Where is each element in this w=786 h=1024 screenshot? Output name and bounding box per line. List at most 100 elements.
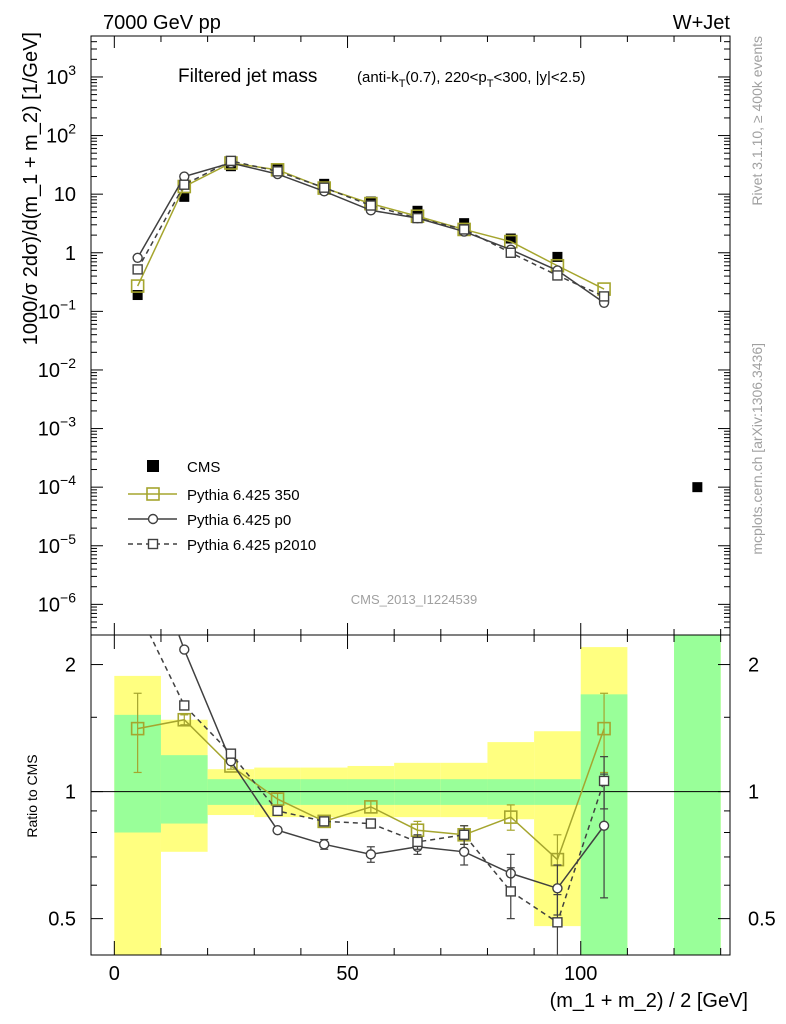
main-y-tick-label: 10−5 <box>38 531 76 558</box>
analysis-id-label: CMS_2013_I1224539 <box>351 592 478 607</box>
ratio-series-point <box>133 520 142 529</box>
legend-label: CMS <box>187 459 220 476</box>
main-y-tick-label: 10−1 <box>38 296 76 323</box>
subtitle-part-2: (0.7), 220<p <box>405 69 486 86</box>
series-point <box>458 224 470 235</box>
series-point <box>179 179 190 190</box>
cms-data-point <box>179 191 190 202</box>
series-line <box>136 162 605 290</box>
ratio-y-tick-label-right: 1 <box>748 782 759 804</box>
legend-marker <box>147 513 159 525</box>
ratio-y-tick-label: 1 <box>65 782 76 804</box>
header-right-label: W+Jet <box>673 12 731 34</box>
series-3 <box>132 155 610 302</box>
series-point <box>225 155 237 167</box>
legend-label: Pythia 6.425 p0 <box>187 512 291 529</box>
main-y-tick-label: 10−4 <box>38 472 76 499</box>
main-y-tick-label: 10 <box>54 184 76 206</box>
rivet-side-label: Rivet 3.1.10, ≥ 400k events <box>749 36 765 206</box>
series-point <box>552 270 563 281</box>
main-y-axis-label: 1000/σ 2dσ)/d(m_1 + m_2) [1/GeV] <box>20 32 42 345</box>
series-point <box>132 264 143 275</box>
tick-exponent: −3 <box>60 414 76 430</box>
tick-exponent: −6 <box>60 589 76 605</box>
main-panel-series <box>130 155 703 493</box>
main-y-tick-label: 1 <box>65 243 76 265</box>
series-point <box>365 200 377 211</box>
ratio-series-point <box>598 775 610 787</box>
legend-marker <box>146 487 160 501</box>
main-y-tick-label: 102 <box>46 121 76 148</box>
ratio-y-tick-label-right: 2 <box>748 655 759 677</box>
series-1 <box>130 156 611 296</box>
tick-exponent: 3 <box>68 62 76 78</box>
tick-base: 10 <box>38 360 60 382</box>
tick-base: 1 <box>65 243 76 265</box>
tick-base: 10 <box>38 301 60 323</box>
series-2 <box>132 157 610 308</box>
ratio-series-point <box>179 644 190 655</box>
legend-marker <box>147 538 159 550</box>
series-line <box>136 160 605 298</box>
ratio-y-tick-label: 0.5 <box>48 909 76 931</box>
subtitle-sub-2: T <box>487 78 494 90</box>
ratio-series-point <box>505 886 516 897</box>
ratio-y-tick-label: 2 <box>65 655 76 677</box>
series-line <box>136 162 605 304</box>
header-left-label: 7000 GeV pp <box>103 12 221 34</box>
ratio-series-point <box>503 810 518 824</box>
ratio-panel-series <box>130 520 611 955</box>
tick-base: 10 <box>38 419 60 441</box>
ratio-series-point <box>458 846 470 857</box>
main-y-tick-label: 10−2 <box>38 355 76 382</box>
x-axis-label: (m_1 + m_2) / 2 [GeV] <box>550 990 748 1012</box>
ratio-series-point <box>133 605 142 614</box>
tick-base: 10 <box>46 126 68 148</box>
subtitle-part-3: <300, |y|<2.5) <box>493 69 585 86</box>
tick-base: 10 <box>38 477 60 499</box>
ratio-series-clipped <box>130 520 611 955</box>
ratio-series-point <box>458 829 470 840</box>
ratio-y-tick-label-right: 0.5 <box>748 909 776 931</box>
x-tick-label: 0 <box>109 963 120 985</box>
mcplots-side-label: mcplots.cern.ch [arXiv:1306.3436] <box>749 343 765 555</box>
ratio-y-axis-label: Ratio to CMS <box>24 754 40 837</box>
ratio-frame <box>90 634 731 956</box>
ratio-series-point <box>598 820 610 831</box>
cms-data-point <box>692 482 703 493</box>
ratio-series-point <box>319 839 330 850</box>
ratio-series-point <box>552 883 563 894</box>
series-point <box>132 252 143 264</box>
cms-data-point <box>552 251 563 262</box>
ratio-series-point <box>272 825 283 836</box>
main-y-tick-label: 10−3 <box>38 414 76 441</box>
tick-exponent: −5 <box>60 531 76 547</box>
chart-title-main: Filtered jet mass <box>178 66 317 87</box>
subtitle-part-1: (anti-k <box>357 69 399 86</box>
cms-data-point <box>132 290 143 301</box>
ratio-series-point <box>319 816 330 827</box>
series-point <box>412 212 423 224</box>
tick-exponent: 2 <box>68 121 76 137</box>
main-y-tick-label: 10−6 <box>38 589 76 616</box>
chart-title: Filtered jet mass <box>178 66 317 87</box>
ratio-series-point <box>177 712 192 727</box>
ratio-band-green <box>674 635 721 955</box>
ratio-series-point <box>272 805 283 817</box>
tick-exponent: −1 <box>60 296 76 312</box>
ratio-uncertainty-bands <box>114 635 721 955</box>
x-tick-label: 50 <box>336 963 358 985</box>
tick-base: 10 <box>54 184 76 206</box>
series-point <box>130 279 145 293</box>
tick-base: 10 <box>38 594 60 616</box>
cms-data-point <box>505 233 516 244</box>
legend-label: Pythia 6.425 350 <box>187 487 300 504</box>
series-point <box>505 247 516 258</box>
series-point <box>598 291 610 302</box>
legend-cms-marker <box>147 460 159 472</box>
ratio-series-point <box>597 721 611 736</box>
tick-base: 10 <box>38 536 60 558</box>
subtitle-sub-1: T <box>399 78 406 90</box>
ratio-series-point <box>225 748 237 759</box>
series-point <box>272 166 283 177</box>
